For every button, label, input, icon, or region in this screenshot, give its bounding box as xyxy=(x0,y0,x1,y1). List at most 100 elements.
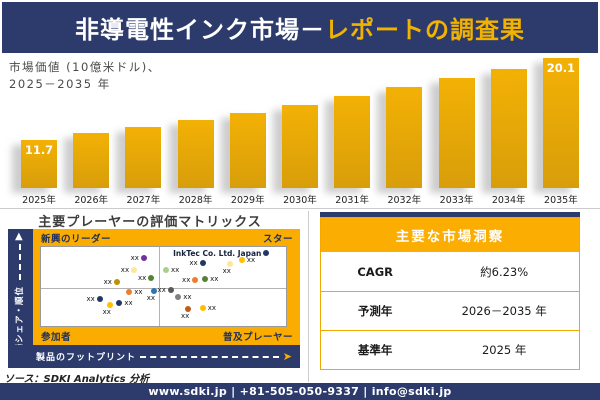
insights-table-top-strip xyxy=(320,212,580,217)
matrix-top-quadrant-labels: 新興のリーダー スター xyxy=(38,229,296,246)
bar-year-label: 2027年 xyxy=(126,195,161,206)
quadrant-divider-horizontal xyxy=(41,288,286,290)
bar-2034年 xyxy=(490,69,527,188)
bar-2032年 xyxy=(386,87,423,188)
bar-column: 2029年 xyxy=(229,113,266,206)
bar-column: 2032年 xyxy=(386,87,423,206)
point-label: xx xyxy=(246,255,256,264)
bar-year-label: 2033年 xyxy=(439,195,474,206)
scatter-dot-icon xyxy=(96,296,103,303)
table-row: CAGR 約6.23% xyxy=(321,252,579,291)
scatter-dot-icon xyxy=(175,293,182,300)
chart-caption-line1: 市場価値 (10億米ドル)、 xyxy=(9,60,161,74)
scatter-dot-icon xyxy=(113,278,120,285)
bar-year-label: 2031年 xyxy=(335,195,369,206)
point-label: xx xyxy=(182,276,191,285)
player-matrix: ▲ 市場シェア・順位 新興のリーダー スター xx xx xx xx xx xx xx xx x… xyxy=(8,229,300,368)
point-label: xx xyxy=(102,308,111,317)
bar-column: 11.7 2025年 xyxy=(21,140,57,206)
insights-row-cagr-label: CAGR xyxy=(357,264,393,279)
insights-table-frame: 主要な市場洞察 CAGR 約6.23% 予測年 2026－2035 年 基準年 … xyxy=(320,217,580,370)
footer-contact-bar: www.sdki.jp | +81-505-050-9337 | info@sd… xyxy=(0,383,600,400)
table-row: 基準年 2025 年 xyxy=(321,330,579,369)
bar-2025年: 11.7 xyxy=(21,140,57,188)
y-axis-arrow-icon: ▲ xyxy=(15,231,23,242)
point-label: xx xyxy=(183,292,192,301)
scatter-dot-icon xyxy=(140,255,147,262)
bar-2028年 xyxy=(177,120,214,188)
scatter-dot-icon xyxy=(199,304,206,311)
point-label: xx xyxy=(170,265,180,274)
scatter-dot-icon xyxy=(199,259,206,266)
bar-year-label: 2029年 xyxy=(230,195,265,206)
scatter-dot-icon xyxy=(185,305,191,312)
insights-table-title: 主要な市場洞察 xyxy=(321,218,579,252)
point-label: xx xyxy=(130,254,139,263)
bar-2033年 xyxy=(438,78,475,188)
matrix-x-axis-band: 製品のフットプリント ➤ xyxy=(8,345,300,368)
scatter-dot-icon xyxy=(148,274,155,281)
bar-2026年 xyxy=(73,133,110,188)
bar-value-label: 11.7 xyxy=(24,143,54,157)
point-label: xx xyxy=(207,303,216,312)
bar-2030年 xyxy=(281,105,318,188)
bar-year-label: 2035年 xyxy=(544,195,578,206)
quadrant-divider-vertical xyxy=(158,247,160,326)
point-label: xx xyxy=(222,267,231,276)
bar-2031年 xyxy=(334,96,371,188)
bar-column: 20.1 2035年 xyxy=(542,58,579,206)
x-axis-label: 製品のフットプリント xyxy=(36,353,137,363)
point-label: xx xyxy=(157,286,166,295)
table-row: 予測年 2026－2035 年 xyxy=(321,291,579,330)
matrix-title: 主要プレーヤーの評価マトリックス xyxy=(38,215,262,230)
point-label: xx xyxy=(146,294,155,303)
scatter-dot-icon xyxy=(116,300,123,307)
chart-caption-line2: 2025－2035 年 xyxy=(9,76,111,91)
matrix-bottom-quadrant-labels: 参加者 普及プレーヤー xyxy=(38,327,296,344)
section-divider-vertical xyxy=(308,211,309,382)
point-label: xx xyxy=(137,273,147,282)
point-label: xx xyxy=(189,258,198,267)
scatter-dot-icon xyxy=(131,266,138,273)
bar-column: 2034年 xyxy=(490,69,527,206)
quadrant-label-emerging-leaders: 新興のリーダー xyxy=(41,233,112,245)
header-banner: 非導電性インク市場－ レポートの調査果 xyxy=(2,2,598,53)
bar-year-label: 2032年 xyxy=(387,195,422,206)
bar-year-label: 2026年 xyxy=(74,195,109,206)
scatter-dot-icon xyxy=(106,302,113,309)
y-axis-dashed-line xyxy=(19,244,21,280)
bar-2035年: 20.1 xyxy=(542,58,579,188)
section-divider-horizontal xyxy=(0,208,600,209)
quadrant-label-star: スター xyxy=(262,233,293,245)
insights-row-baseyear-value: 2025 年 xyxy=(481,343,527,357)
bar-column: 2031年 xyxy=(334,96,371,206)
scatter-dot-icon xyxy=(238,256,245,263)
quadrant-label-pervasive-players: 普及プレーヤー xyxy=(222,331,293,343)
insights-row-forecast-value: 2026－2035 年 xyxy=(461,304,547,318)
scatter-dot-icon xyxy=(162,266,169,273)
source-note: ソース：SDKI Analytics 分析 xyxy=(4,374,150,385)
bar-2027年 xyxy=(125,127,162,188)
bar-year-label: 2025年 xyxy=(22,195,56,206)
insights-table: 主要な市場洞察 CAGR 約6.23% 予測年 2026－2035 年 基準年 … xyxy=(320,212,580,370)
insights-row-forecast-label: 予測年 xyxy=(357,304,393,318)
scatter-dot-icon xyxy=(167,287,174,294)
page-title-accent: レポートの調査果 xyxy=(325,16,525,44)
scatter-dot-icon xyxy=(126,289,133,296)
x-axis-dashed-line xyxy=(140,355,279,358)
bar-2029年 xyxy=(229,113,266,188)
insights-row-baseyear-label: 基準年 xyxy=(357,343,393,357)
x-axis-arrow-icon: ➤ xyxy=(282,350,292,363)
matrix-y-axis-band: ▲ 市場シェア・順位 xyxy=(8,229,33,368)
scatter-dot-icon xyxy=(202,275,209,282)
company-name-label: InkTec Co. Ltd. Japan xyxy=(173,248,262,258)
point-label: xx xyxy=(210,274,219,283)
bar-year-label: 2030年 xyxy=(283,195,317,206)
point-label: xx xyxy=(120,265,130,274)
bar-column: 2028年 xyxy=(177,120,214,206)
scatter-dot-icon xyxy=(263,249,270,256)
point-label: xx xyxy=(103,277,112,286)
bar-column: 2030年 xyxy=(281,105,318,206)
point-label: xx xyxy=(134,288,143,297)
bar-column: 2033年 xyxy=(438,78,475,206)
